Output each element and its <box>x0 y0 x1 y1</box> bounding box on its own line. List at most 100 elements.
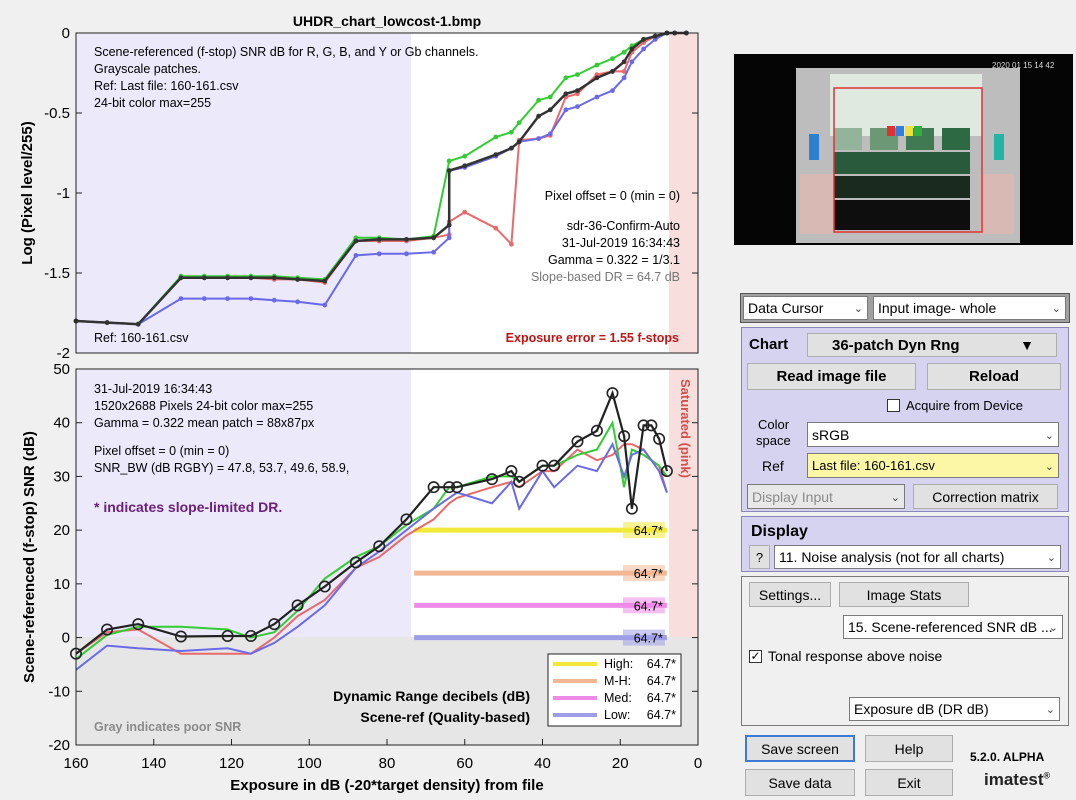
dr-title-1: Dynamic Range decibels (dB) <box>333 688 530 704</box>
top-point-y <box>353 238 359 244</box>
bottom-ytick-label: 0 <box>62 630 70 647</box>
ref-label: Ref <box>762 458 784 474</box>
dr-bar-label-bg <box>622 522 665 539</box>
data-cursor-select[interactable]: Data Cursor ⌄ <box>743 296 868 320</box>
bottom-xaxis: 160 140 120 100 80 60 40 20 0 <box>63 739 702 772</box>
top-point-y <box>104 320 110 325</box>
exit-button[interactable]: Exit <box>865 769 953 796</box>
top-point-y <box>225 275 231 281</box>
dr-bar-label-low: 64.7* <box>634 632 663 646</box>
bottom-info-line-4: Pixel offset = 0 (min = 0) <box>94 444 229 458</box>
display-value: 11. Noise analysis (not for all charts) <box>779 549 1005 565</box>
top-point-b <box>322 302 328 308</box>
top-info-line-1: Scene-referenced (f-stop) SNR dB for R, … <box>94 45 478 59</box>
bottom-xlabel: Exposure in dB (-20*target density) from… <box>230 777 543 794</box>
bottom-point-y <box>373 540 386 553</box>
top-point-b <box>376 251 382 257</box>
top-point-g <box>446 158 452 164</box>
top-point-y <box>431 235 437 241</box>
legend-label-med: Med: <box>604 691 632 705</box>
plot-select[interactable]: 15. Scene-referenced SNR dB ... ⌄ <box>843 615 1063 639</box>
bottom-ytick-label: 30 <box>53 468 70 485</box>
read-image-button[interactable]: Read image file <box>747 363 916 390</box>
save-screen-button[interactable]: Save screen <box>745 735 855 762</box>
bottom-point-y <box>132 618 145 631</box>
bottom-point-y <box>571 435 584 448</box>
top-point-b <box>201 296 207 301</box>
save-data-button[interactable]: Save data <box>745 769 855 796</box>
legend-label-low: Low: <box>604 708 630 722</box>
color-strip-1 <box>887 126 895 136</box>
top-point-r <box>621 69 627 74</box>
bottom-ylabel: Scene-referenced (f-stop) SNR (dB) <box>21 431 38 683</box>
top-ytick-label: -0.5 <box>44 105 70 122</box>
roi-frame[interactable] <box>833 87 983 233</box>
tonal-label: Tonal response above noise <box>768 648 943 664</box>
top-point-y <box>201 275 207 281</box>
top-point-b <box>563 107 569 113</box>
chart-label: Chart <box>749 336 789 353</box>
top-point-y <box>271 275 277 281</box>
display-input-value: Display Input <box>752 488 833 505</box>
bottom-ytick-label: 10 <box>53 576 70 593</box>
bottom-ytick-label: -10 <box>48 683 70 700</box>
bottom-point-y <box>244 629 257 642</box>
top-point-b <box>225 296 231 301</box>
bottom-point-y <box>101 623 114 636</box>
chevron-down-icon: ⌄ <box>853 303 863 315</box>
correction-matrix-button[interactable]: Correction matrix <box>913 484 1058 509</box>
chevron-down-icon: ⌄ <box>1045 704 1055 716</box>
bottom-point-y <box>618 430 631 443</box>
display-help-button[interactable]: ? <box>749 545 770 569</box>
chart-panel <box>741 327 1069 512</box>
settings-button[interactable]: Settings... <box>749 582 831 607</box>
top-point-y <box>575 88 580 93</box>
reload-button[interactable]: Reload <box>927 363 1061 390</box>
top-point-y <box>376 237 382 242</box>
top-point-g <box>547 94 553 100</box>
chart-select-value: 36-patch Dyn Rng <box>832 336 960 354</box>
data-cursor-value: Data Cursor <box>748 300 824 316</box>
display-input-select[interactable]: Display Input ⌄ <box>747 484 905 509</box>
bottom-ytick-label: 20 <box>53 522 70 539</box>
image-thumbnail[interactable]: 2020 01 15 14 42 <box>734 54 1073 245</box>
top-point-g <box>621 49 627 55</box>
top-point-y <box>446 168 452 174</box>
bottom-info-line-5: SNR_BW (dB RGBY) = 47.8, 53.7, 49.6, 58.… <box>94 461 349 475</box>
top-ref-label: Ref: 160-161.csv <box>94 331 189 345</box>
acquire-checkbox[interactable] <box>887 399 900 412</box>
top-lowlight-region <box>76 33 411 353</box>
tonal-checkbox[interactable]: ✓ <box>749 649 762 663</box>
plot-select-value: 15. Scene-referenced SNR dB ... <box>848 619 1053 635</box>
top-ytick-label: 0 <box>62 25 70 42</box>
top-ylabel: Log (Pixel level/255) <box>19 121 36 264</box>
input-image-value: Input image- whole <box>878 300 997 316</box>
ref-select[interactable]: Last file: 160-161.csv ⌄ <box>807 453 1059 478</box>
bottom-xtick-label: 160 <box>63 755 88 772</box>
exposure-error: Exposure error = 1.55 f-stops <box>506 331 679 345</box>
image-stats-button[interactable]: Image Stats <box>839 582 969 607</box>
top-point-b <box>431 249 437 255</box>
bottom-xtick-label: 100 <box>297 755 322 772</box>
exposure-select[interactable]: Exposure dB (DR dB) ⌄ <box>849 697 1060 721</box>
top-point-g <box>536 97 542 103</box>
top-slope-dr: Slope-based DR = 64.7 dB <box>531 270 680 284</box>
chart-grid-dark-3 <box>834 200 970 230</box>
bottom-point-y <box>450 481 463 494</box>
top-point-y <box>462 163 468 169</box>
top-point-r <box>462 209 468 215</box>
top-point-b <box>178 296 184 301</box>
chart-select[interactable]: 36-patch Dyn Rng ▼ <box>807 333 1057 357</box>
top-point-b <box>271 297 277 303</box>
chart-grid-green-4 <box>942 128 970 150</box>
bottom-point-y <box>536 459 549 472</box>
display-select[interactable]: 11. Noise analysis (not for all charts) … <box>774 545 1061 569</box>
input-image-select[interactable]: Input image- whole ⌄ <box>873 296 1066 320</box>
dr-bar-label-m-h: 64.7* <box>634 567 663 581</box>
bottom-point-y <box>291 599 304 612</box>
color-space-select[interactable]: sRGB ⌄ <box>807 422 1059 447</box>
bottom-point-y <box>548 459 561 472</box>
bottom-xtick-label: 120 <box>219 755 244 772</box>
help-button[interactable]: Help <box>865 735 953 762</box>
